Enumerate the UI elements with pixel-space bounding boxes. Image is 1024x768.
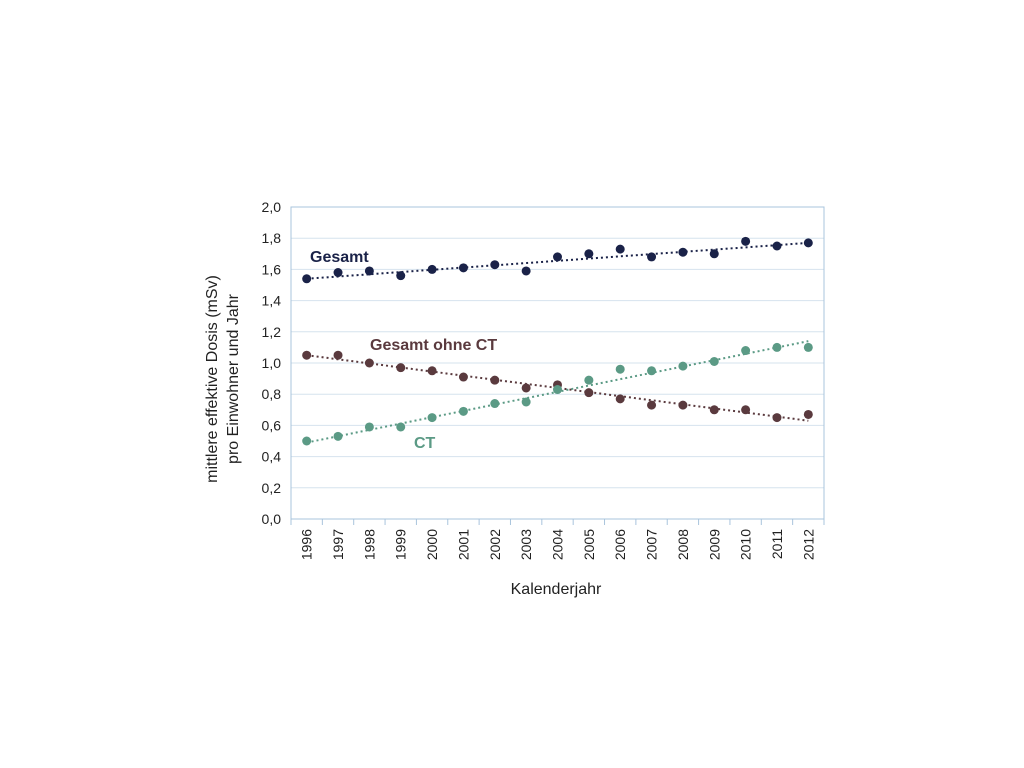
data-point bbox=[302, 350, 312, 360]
data-point bbox=[709, 356, 719, 366]
data-point bbox=[427, 413, 437, 423]
series-label-gesamt-ohne-ct: Gesamt ohne CT bbox=[370, 337, 497, 354]
data-point bbox=[333, 350, 343, 360]
plot-area-frame bbox=[290, 206, 825, 520]
data-point bbox=[647, 252, 657, 262]
x-tick-label: 2001 bbox=[455, 529, 471, 560]
y-axis-title-line-1: mittlere effektive Dosis (mSv) bbox=[204, 275, 221, 483]
data-point bbox=[364, 266, 374, 276]
data-point bbox=[521, 383, 531, 393]
data-point bbox=[741, 405, 751, 415]
x-tick-label: 1998 bbox=[361, 529, 377, 560]
x-axis-tick-labels: 1996 1997 1998 1999 2000 2001 2002 2003 2004 2005… bbox=[290, 519, 825, 560]
x-tick-label: 1997 bbox=[330, 529, 346, 560]
x-tick-label: 2012 bbox=[800, 529, 816, 560]
data-point bbox=[490, 375, 500, 385]
y-tick-label: 1,8 bbox=[262, 230, 282, 246]
data-point bbox=[615, 244, 625, 254]
series-label-ct: CT bbox=[414, 435, 436, 452]
x-tick-label: 1999 bbox=[393, 529, 409, 560]
y-tick-label: 0,0 bbox=[262, 511, 282, 527]
y-tick-label: 1,4 bbox=[262, 293, 282, 309]
data-point bbox=[803, 342, 813, 352]
data-point bbox=[741, 346, 751, 356]
data-point bbox=[396, 363, 406, 373]
data-point bbox=[647, 400, 657, 410]
x-tick-label: 2010 bbox=[738, 529, 754, 560]
x-axis-title: Kalenderjahr bbox=[511, 581, 602, 598]
data-point bbox=[333, 268, 343, 278]
series-label-gesamt: Gesamt bbox=[310, 249, 369, 266]
data-points bbox=[302, 236, 813, 446]
data-point bbox=[678, 361, 688, 371]
data-point bbox=[364, 422, 374, 432]
x-tick-label: 1996 bbox=[299, 529, 315, 560]
data-point bbox=[427, 264, 437, 274]
data-point bbox=[615, 364, 625, 374]
data-point bbox=[458, 406, 468, 416]
data-point bbox=[772, 342, 782, 352]
x-tick-label: 2008 bbox=[675, 529, 691, 560]
y-tick-label: 0,8 bbox=[262, 386, 282, 402]
data-point bbox=[803, 409, 813, 419]
x-tick-label: 2004 bbox=[550, 529, 566, 560]
data-point bbox=[396, 271, 406, 281]
x-tick-label: 2006 bbox=[612, 529, 628, 560]
data-point bbox=[709, 249, 719, 259]
x-tick-label: 2009 bbox=[706, 529, 722, 560]
data-point bbox=[772, 241, 782, 251]
data-point bbox=[678, 247, 688, 257]
trend-line bbox=[306, 354, 809, 422]
data-point bbox=[333, 431, 343, 441]
data-point bbox=[678, 400, 688, 410]
data-point bbox=[615, 394, 625, 404]
data-point bbox=[302, 436, 312, 446]
y-tick-label: 0,6 bbox=[262, 417, 282, 433]
data-point bbox=[458, 372, 468, 382]
data-point bbox=[709, 405, 719, 415]
x-tick-label: 2002 bbox=[487, 529, 503, 560]
data-point bbox=[396, 422, 406, 432]
y-tick-label: 2,0 bbox=[262, 199, 282, 215]
data-point bbox=[302, 274, 312, 284]
data-point bbox=[364, 358, 374, 368]
x-tick-label: 2007 bbox=[644, 529, 660, 560]
y-axis-tick-labels: 0,0 0,2 0,4 0,6 0,8 1,0 1,2 1,4 1,6 1,8 2,0 bbox=[262, 199, 282, 527]
data-point bbox=[772, 413, 782, 423]
data-point bbox=[553, 385, 562, 395]
x-tick-label: 2011 bbox=[769, 529, 785, 559]
data-point bbox=[521, 397, 531, 407]
data-point bbox=[490, 399, 500, 409]
x-tick-label: 2005 bbox=[581, 529, 597, 560]
y-tick-label: 0,4 bbox=[262, 449, 282, 465]
y-tick-label: 1,0 bbox=[262, 355, 282, 371]
data-point bbox=[741, 236, 751, 246]
data-point bbox=[584, 375, 594, 385]
x-tick-label: 2003 bbox=[518, 529, 534, 560]
data-point bbox=[521, 266, 531, 276]
data-point bbox=[553, 252, 562, 262]
y-axis-title-line-2: pro Einwohner und Jahr bbox=[225, 293, 242, 464]
data-point bbox=[427, 366, 437, 376]
data-point bbox=[647, 366, 657, 376]
y-tick-label: 1,2 bbox=[262, 324, 282, 340]
y-tick-label: 0,2 bbox=[262, 480, 282, 496]
data-point bbox=[584, 249, 594, 259]
x-tick-label: 2000 bbox=[424, 529, 440, 560]
data-point bbox=[490, 260, 500, 270]
data-point bbox=[458, 263, 468, 273]
y-tick-label: 1,6 bbox=[262, 261, 282, 277]
data-point bbox=[584, 388, 594, 398]
data-point bbox=[803, 238, 813, 248]
